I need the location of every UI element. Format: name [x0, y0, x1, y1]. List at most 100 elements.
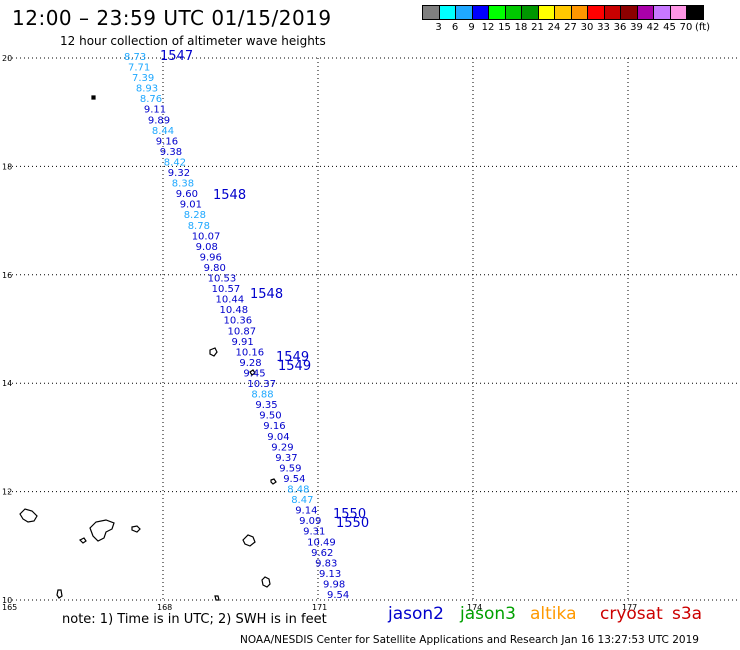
- wave-height-value: 9.91: [232, 337, 254, 348]
- wave-height-value: 9.08: [196, 242, 218, 253]
- colorbar-label: 33: [597, 22, 610, 33]
- colorbar-label: 3: [435, 22, 442, 33]
- wave-height-value: 9.16: [156, 136, 178, 147]
- island-shape: [89, 519, 115, 542]
- wave-height-value: 9.96: [200, 252, 222, 263]
- map-subtitle: 12 hour collection of altimeter wave hei…: [60, 34, 326, 48]
- colorbar-label: 70: [679, 22, 693, 33]
- pass-number-label: 1547: [160, 49, 193, 64]
- pass-number-label: 1549: [276, 350, 309, 365]
- colorbar-label: 42: [646, 22, 660, 33]
- colorbar-label: 30: [580, 22, 594, 33]
- wave-height-value: 9.59: [279, 463, 301, 474]
- wave-height-value: 7.71: [128, 63, 150, 74]
- wave-height-value: 9.60: [176, 189, 198, 200]
- wave-height-value: 8.28: [184, 210, 206, 221]
- island-shape: [19, 508, 38, 523]
- wave-height-value: 9.98: [323, 580, 345, 591]
- wave-height-value: 10.44: [216, 295, 245, 306]
- wave-height-value: 8.93: [136, 84, 158, 95]
- wave-height-value: 10.49: [307, 537, 336, 548]
- wave-height-value: 8.76: [140, 94, 162, 105]
- latitude-label: 12: [2, 488, 12, 497]
- wave-height-value: 9.14: [295, 506, 317, 517]
- wave-height-value: 8.44: [152, 126, 174, 137]
- colorbar-label: 18: [514, 22, 528, 33]
- colorbar-label: 39: [630, 22, 643, 33]
- island-shape: [214, 595, 220, 601]
- footer-credit: NOAA/NESDIS Center for Satellite Applica…: [240, 634, 699, 646]
- wave-height-value: 9.54: [283, 474, 305, 485]
- pass-number-label: 1550: [333, 507, 366, 522]
- pass-number-label: 1550: [336, 516, 369, 531]
- island-shape: [131, 525, 141, 533]
- island-shape: [56, 589, 63, 599]
- wave-height-value: 10.37: [247, 379, 276, 390]
- legend-jason2: jason2: [388, 604, 444, 624]
- wave-height-value: 8.78: [188, 221, 210, 232]
- wave-height-value: 9.11: [144, 105, 166, 116]
- colorbar-label: 24: [547, 22, 561, 33]
- island-shape: [249, 369, 256, 376]
- wave-height-value: 9.31: [303, 527, 325, 538]
- pass-number-label: 1549: [278, 359, 311, 374]
- wave-height-value: 10.16: [236, 347, 265, 358]
- wave-height-value: 8.48: [287, 485, 309, 496]
- wave-height-value: 10.07: [192, 231, 221, 242]
- wave-height-value: 9.50: [259, 411, 281, 422]
- latitude-label: 18: [2, 162, 12, 171]
- wave-height-value: 9.54: [327, 590, 349, 601]
- wave-height-value: 9.16: [263, 421, 285, 432]
- wave-height-value: 7.39: [132, 73, 154, 84]
- wave-height-value: 9.01: [180, 200, 202, 211]
- wave-height-value: 9.35: [255, 400, 277, 411]
- longitude-label: 168: [157, 603, 172, 612]
- wave-height-value: 8.73: [124, 52, 146, 63]
- wave-height-value: 10.87: [228, 326, 257, 337]
- wave-height-value: 9.32: [168, 168, 190, 179]
- pass-number-label: 1548: [213, 188, 246, 203]
- colorbar-label: 12: [481, 22, 495, 33]
- wave-height-value: 9.09: [299, 516, 321, 527]
- colorbar-label: 21: [531, 22, 544, 33]
- latitude-label: 16: [2, 271, 12, 280]
- wave-height-colorbar: 3 6 9 12 15 18 21 24 27 30 33 36 39 42 45 70 (ft): [422, 5, 710, 33]
- wave-height-value: 9.38: [160, 147, 182, 158]
- colorbar-label: 15: [498, 22, 511, 33]
- pass-number-label: 1548: [250, 287, 283, 302]
- wave-height-value: 8.88: [251, 390, 273, 401]
- wave-height-value: 8.47: [291, 495, 313, 506]
- wave-height-value: 9.04: [267, 432, 289, 443]
- island-shape: [78, 537, 87, 544]
- island-shape: [270, 478, 277, 485]
- latitude-label: 20: [2, 54, 12, 63]
- wave-height-value: 10.48: [220, 305, 249, 316]
- wave-height-value: 10.57: [212, 284, 241, 295]
- longitude-label: 177: [622, 603, 637, 612]
- wave-height-value: 9.45: [243, 369, 265, 380]
- colorbar-label: 6: [451, 22, 459, 33]
- wave-height-value: 8.42: [164, 158, 186, 169]
- colorbar-label: 27: [564, 22, 577, 33]
- island-shape: [261, 576, 271, 588]
- wave-height-value: 10.53: [208, 274, 237, 285]
- legend-s3a: s3a: [672, 604, 703, 624]
- wave-height-value: 9.29: [271, 442, 293, 453]
- wave-height-value: 9.80: [204, 263, 226, 274]
- island-shape: [209, 347, 218, 357]
- longitude-label: 165: [2, 603, 17, 612]
- wave-height-value: 9.28: [239, 358, 261, 369]
- colorbar-label: 45: [663, 22, 676, 33]
- legend-jason3: jason3: [460, 604, 516, 624]
- wave-height-value: 9.37: [275, 453, 297, 464]
- wave-height-value: 9.62: [311, 548, 333, 559]
- wave-height-value: 10.36: [224, 316, 253, 327]
- island-shape: [91, 95, 96, 100]
- colorbar-label: (ft): [694, 22, 711, 33]
- legend-cryosat: cryosat: [600, 604, 663, 624]
- latitude-label: 10: [2, 596, 12, 605]
- wave-height-value: 8.38: [172, 179, 194, 190]
- wave-height-value: 9.89: [148, 115, 170, 126]
- wave-height-value: 9.83: [315, 558, 337, 569]
